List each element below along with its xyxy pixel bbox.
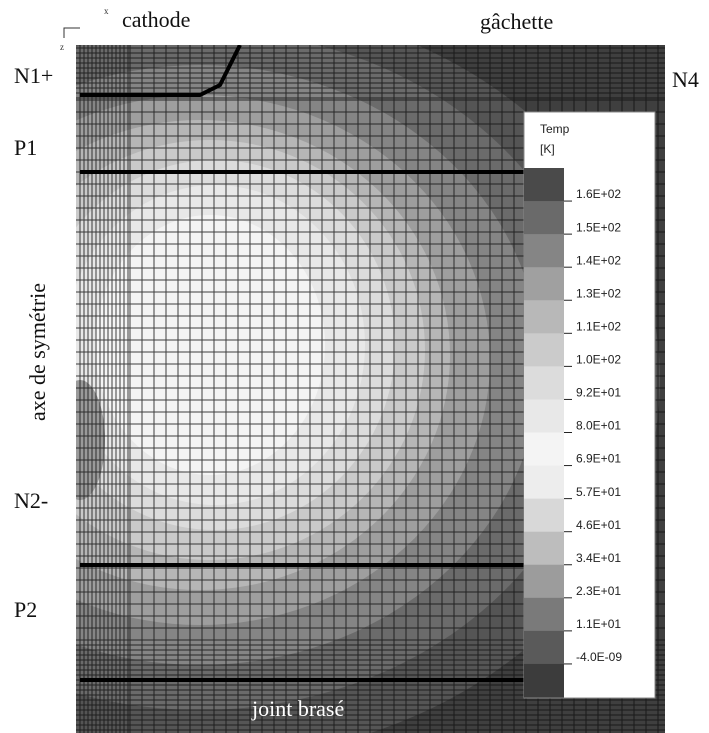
legend-swatch: [524, 168, 564, 202]
legend-label: 1.0E+02: [576, 353, 621, 367]
axis-x: x: [104, 6, 109, 16]
legend-label: 1.6E+02: [576, 187, 621, 201]
legend-swatch: [524, 300, 564, 334]
label: N1+: [14, 63, 53, 88]
legend-label: 1.4E+02: [576, 253, 621, 267]
label: N4: [672, 67, 699, 92]
legend-swatch: [524, 564, 564, 599]
legend-swatch: [524, 531, 564, 566]
contour-plot: [76, 45, 665, 733]
legend-unit: [K]: [540, 142, 555, 156]
label: gâchette: [480, 9, 553, 34]
legend-swatch: [524, 267, 564, 301]
legend-label: 2.3E+01: [576, 584, 621, 598]
legend-swatch: [524, 597, 564, 632]
label: N2-: [14, 488, 48, 513]
legend-label: 1.1E+02: [576, 319, 621, 333]
legend-label: 3.4E+01: [576, 551, 621, 565]
legend-title: Temp: [540, 122, 570, 136]
legend-label: 8.0E+01: [576, 419, 621, 433]
legend-label: 5.7E+01: [576, 485, 621, 499]
legend-swatch: [524, 201, 564, 235]
legend-label: 6.9E+01: [576, 452, 621, 466]
label: cathode: [122, 7, 190, 32]
legend-swatch: [524, 333, 564, 367]
legend-swatch: [524, 234, 564, 268]
legend-label: 9.2E+01: [576, 386, 621, 400]
label: P1: [14, 135, 37, 160]
legend-swatch: [524, 432, 564, 467]
axis-z: z: [60, 42, 64, 52]
legend-swatch: [524, 663, 564, 698]
legend-label: 1.1E+01: [576, 617, 621, 631]
label: joint brasé: [251, 696, 344, 721]
legend-swatch: [524, 399, 564, 433]
legend-label: 1.3E+02: [576, 286, 621, 300]
legend-label: 1.5E+02: [576, 220, 621, 234]
legend: 1.6E+02 1.5E+02 1.4E+02 1.3E+02 1.1E+02 1.0E+…: [523, 111, 656, 699]
legend-label: 4.6E+01: [576, 518, 621, 532]
legend-label: -4.0E-09: [576, 650, 622, 664]
legend-swatch: [524, 498, 564, 533]
legend-swatch: [524, 465, 564, 500]
label: axe de symétrie: [25, 283, 50, 421]
legend-swatch: [524, 366, 564, 400]
label: P2: [14, 597, 37, 622]
legend-swatch: [524, 630, 564, 665]
